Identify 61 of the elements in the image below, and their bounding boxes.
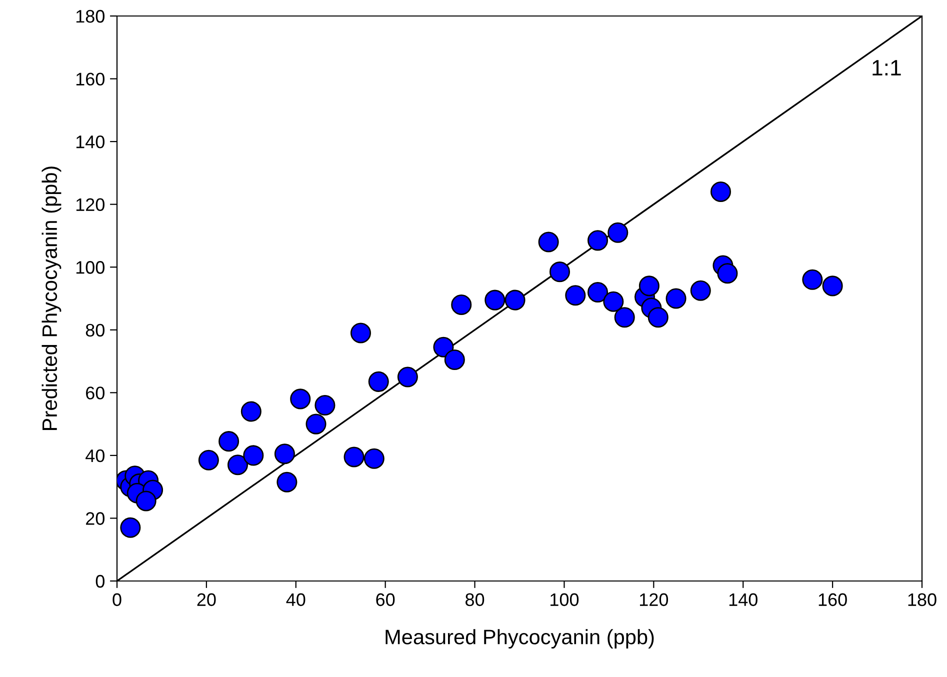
x-tick-label: 20 <box>197 593 216 606</box>
x-axis-title: Measured Phycocyanin (ppb) <box>386 629 654 648</box>
point <box>484 290 506 310</box>
point <box>344 446 364 468</box>
point <box>690 280 711 301</box>
x-tick-label: 160 <box>818 593 847 606</box>
point <box>587 282 608 302</box>
point <box>433 336 454 358</box>
y-tick-label: 140 <box>76 135 104 148</box>
point <box>444 349 465 370</box>
point <box>314 394 336 416</box>
x-tick-label: 140 <box>729 593 758 606</box>
point <box>638 276 660 296</box>
point <box>608 222 628 243</box>
y-tick-label: 0 <box>96 574 104 588</box>
point <box>504 290 526 310</box>
point <box>603 291 624 312</box>
point <box>240 401 262 422</box>
point <box>549 262 570 282</box>
y-tick-label: 180 <box>76 10 104 23</box>
y-tick-label: 40 <box>86 449 104 462</box>
annotation: 1:1 <box>872 60 901 76</box>
y-tick-label: 100 <box>76 261 104 274</box>
x-tick-label: 40 <box>286 593 306 606</box>
point <box>666 288 686 309</box>
point <box>648 307 668 328</box>
point <box>717 263 738 284</box>
x-tick-label: 120 <box>640 593 668 606</box>
point <box>397 366 418 388</box>
point <box>243 445 264 466</box>
point <box>198 450 219 470</box>
x-tick-label: 180 <box>908 593 936 606</box>
point <box>565 285 586 306</box>
point <box>451 294 472 316</box>
point <box>276 472 298 492</box>
point <box>290 388 311 410</box>
y-tick-label: 20 <box>86 512 104 525</box>
y-tick-label: 160 <box>76 72 104 86</box>
point <box>227 454 248 476</box>
y-axis-title: Predicted Phycocyanin (ppb) <box>42 166 62 430</box>
point <box>822 276 843 296</box>
point <box>120 517 141 538</box>
point <box>274 444 295 464</box>
x-tick-label: 60 <box>376 593 395 606</box>
point <box>136 490 156 512</box>
y-tick-label: 60 <box>86 386 104 400</box>
point <box>538 232 559 252</box>
y-tick-label: 120 <box>76 198 104 212</box>
y-tick-label: 80 <box>86 324 104 337</box>
point <box>614 307 635 328</box>
x-tick-label: 100 <box>550 593 579 606</box>
point <box>218 431 240 452</box>
point <box>587 230 608 251</box>
point <box>364 448 384 469</box>
point <box>710 182 732 202</box>
point <box>368 371 389 392</box>
x-tick-label: 0 <box>112 593 122 606</box>
point <box>350 322 372 344</box>
point <box>306 414 326 434</box>
x-tick-label: 80 <box>466 593 484 606</box>
point <box>802 269 823 290</box>
